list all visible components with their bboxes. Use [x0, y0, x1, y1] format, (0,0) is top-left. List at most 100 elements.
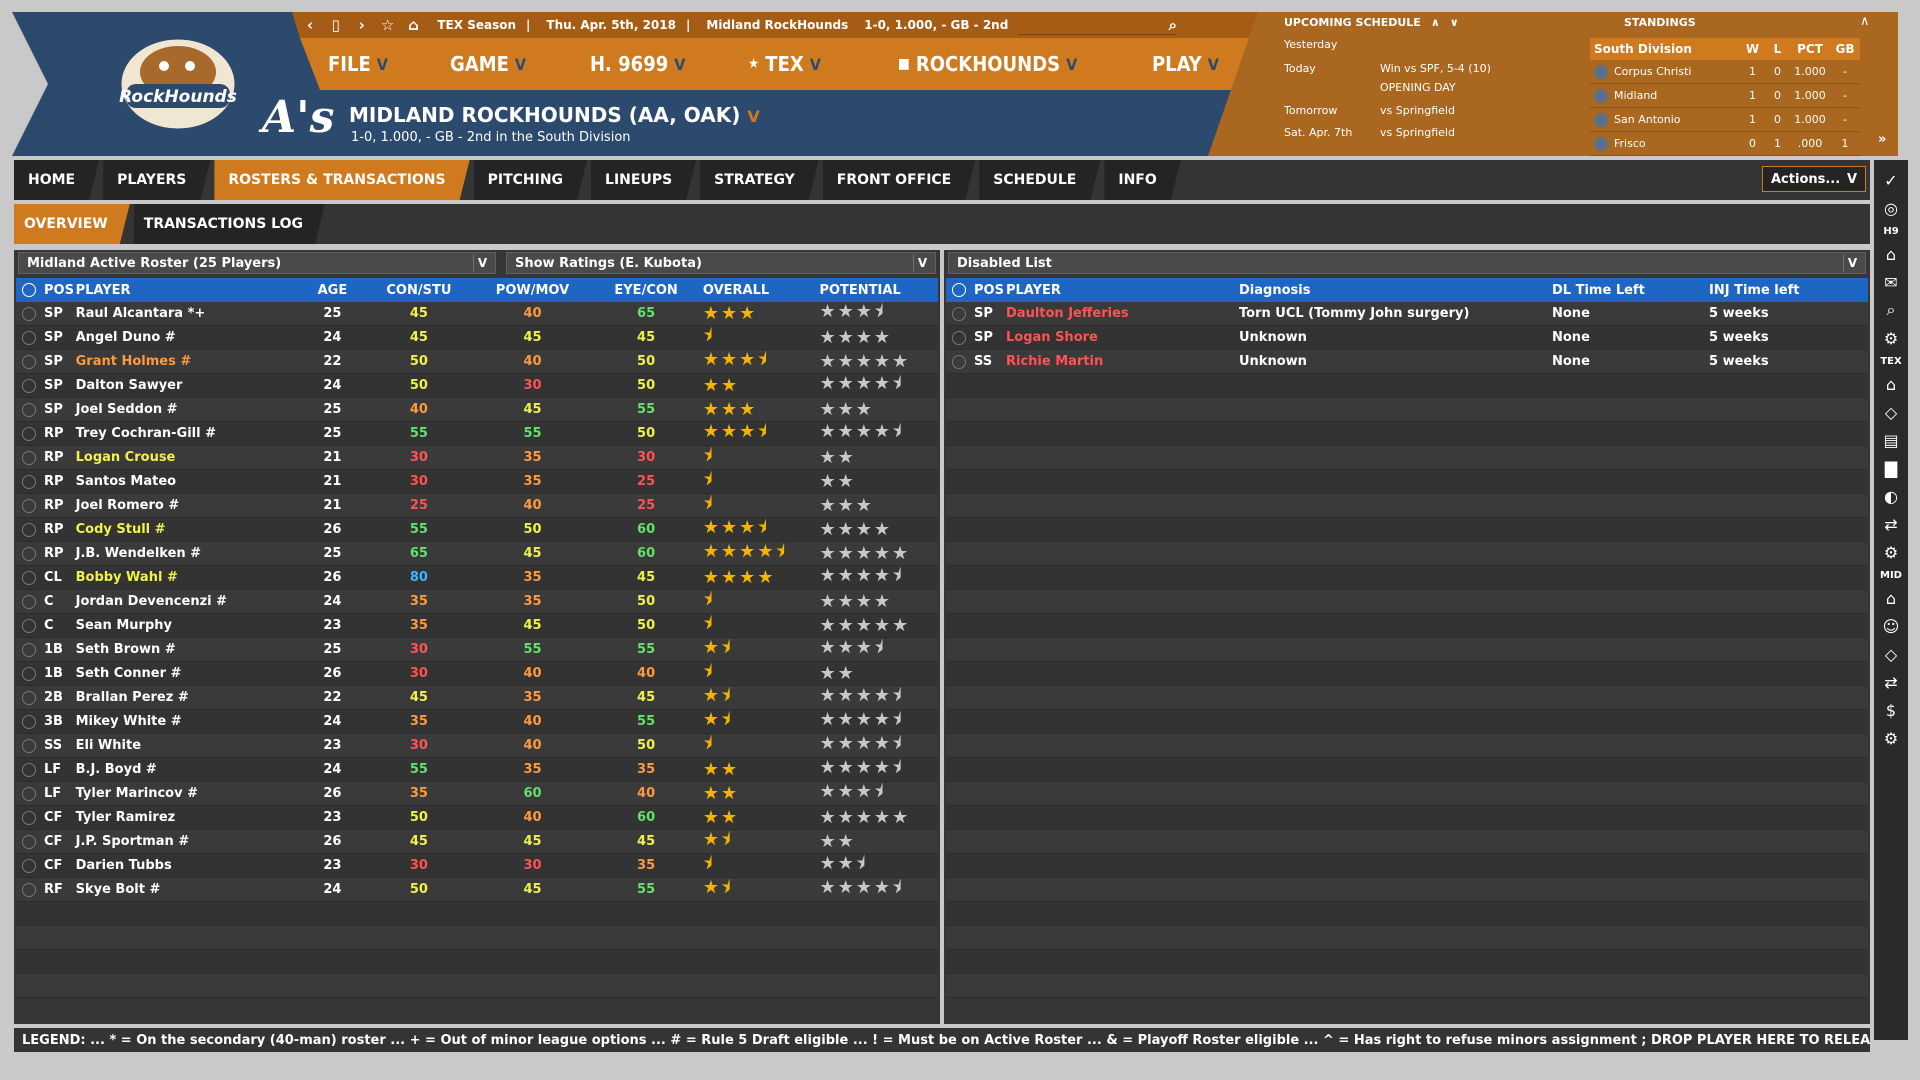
row-radio[interactable]: [22, 882, 36, 897]
player-menu[interactable]: H. 9699 V: [590, 52, 685, 76]
globe-icon[interactable]: ◎: [1884, 198, 1898, 218]
row-radio[interactable]: [22, 738, 36, 753]
col-diagnosis[interactable]: Diagnosis: [1239, 282, 1311, 298]
chevron-up-icon[interactable]: ∧: [1430, 16, 1440, 29]
chevron-down-icon[interactable]: ∨: [1449, 16, 1459, 29]
select-all-radio[interactable]: [22, 283, 36, 297]
player-name[interactable]: Darien Tubbs: [75, 858, 172, 873]
row-radio[interactable]: [952, 354, 966, 369]
table-row[interactable]: CF Tyler Ramirez 23 50 40 60 ★★ ★★★★★: [16, 806, 938, 830]
schedule-game[interactable]: vs Springfield: [1380, 126, 1455, 139]
row-radio[interactable]: [22, 618, 36, 633]
schedule-result[interactable]: Win vs SPF, 5-4 (10): [1380, 62, 1491, 75]
search-icon[interactable]: ⌕: [1168, 15, 1178, 34]
col-dl-time[interactable]: DL Time Left: [1552, 282, 1645, 298]
row-radio[interactable]: [952, 330, 966, 345]
player-name[interactable]: Tyler Marincov #: [75, 786, 198, 801]
row-radio[interactable]: [22, 594, 36, 609]
legend-bar[interactable]: LEGEND: ... * = On the secondary (40-man…: [14, 1028, 1870, 1052]
tab-info[interactable]: INFO: [1104, 160, 1180, 200]
table-row[interactable]: RP Joel Romero # 21 25 40 25 ⯨ ★★★: [16, 493, 938, 518]
table-row[interactable]: C Sean Murphy 23 35 45 50 ⯨ ★★★★★: [16, 613, 938, 638]
col-eye[interactable]: EYE/CON: [614, 282, 678, 298]
row-radio[interactable]: [22, 306, 36, 321]
col-pos[interactable]: POS: [44, 282, 74, 298]
standings-row[interactable]: Midland 1 0 1.000 -: [1590, 84, 1860, 108]
table-row[interactable]: RP Logan Crouse 21 30 35 30 ⯨ ★★: [16, 445, 938, 470]
table-row[interactable]: RP Santos Mateo 21 30 35 25 ⯨ ★★: [16, 469, 938, 494]
player-name[interactable]: Bobby Wahl #: [75, 570, 178, 585]
table-row[interactable]: 1B Seth Conner # 26 30 40 40 ⯨ ★★: [16, 661, 938, 686]
star-icon[interactable]: ☆: [380, 16, 395, 34]
row-radio[interactable]: [22, 786, 36, 801]
table-row[interactable]: SS Eli White 23 30 40 50 ⯨ ★★★★⯨: [16, 733, 938, 758]
select-all-radio[interactable]: [952, 283, 966, 297]
dollar-icon[interactable]: $: [1885, 700, 1897, 720]
row-radio[interactable]: [22, 714, 36, 729]
home-icon[interactable]: ⌂: [1885, 374, 1897, 394]
home-icon[interactable]: ⌂: [1885, 244, 1897, 264]
chevron-up-icon[interactable]: ∧: [1860, 14, 1870, 29]
play-menu[interactable]: PLAY V: [1152, 52, 1219, 76]
player-name[interactable]: Raul Alcantara *+: [75, 306, 206, 321]
mail-icon[interactable]: ✉: [1884, 272, 1898, 292]
home-icon[interactable]: ⌂: [1885, 588, 1897, 608]
standings-row[interactable]: Corpus Christi 1 0 1.000 -: [1590, 60, 1860, 84]
table-row[interactable]: CL Bobby Wahl # 26 80 35 45 ★★★★ ★★★★⯨: [16, 565, 938, 590]
row-radio[interactable]: [22, 546, 36, 561]
table-row[interactable]: 1B Seth Brown # 25 30 55 55 ★⯨ ★★★⯨: [16, 637, 938, 662]
player-name[interactable]: Angel Duno #: [75, 330, 176, 345]
row-radio[interactable]: [22, 762, 36, 777]
player-name[interactable]: Seth Brown #: [75, 642, 176, 657]
row-radio[interactable]: [22, 810, 36, 825]
player-name[interactable]: Cody Stull #: [75, 522, 166, 537]
col-potential[interactable]: POTENTIAL: [819, 282, 901, 298]
table-row[interactable]: SS Richie Martin Unknown None 5 weeks: [946, 350, 1868, 374]
col-con[interactable]: CON/STU: [386, 282, 452, 298]
gear-icon[interactable]: ⚙: [1883, 728, 1899, 748]
file-menu[interactable]: FILE V: [328, 52, 388, 76]
player-name[interactable]: Jordan Devencenzi #: [75, 594, 228, 609]
team-menu[interactable]: ■ ROCKHOUNDS V: [898, 52, 1077, 76]
table-row[interactable]: RP Cody Stull # 26 55 50 60 ★★★⯨ ★★★★: [16, 517, 938, 542]
card-icon[interactable]: ▤: [1883, 430, 1899, 450]
player-name[interactable]: Eli White: [75, 738, 142, 753]
col-player[interactable]: PLAYER: [1006, 282, 1061, 298]
game-menu[interactable]: GAME V: [450, 52, 526, 76]
search-icon[interactable]: ⌕: [1886, 300, 1896, 319]
tab-players[interactable]: PLAYERS: [103, 160, 210, 200]
table-row[interactable]: SP Joel Seddon # 25 40 45 55 ★★★ ★★★: [16, 398, 938, 422]
chart-icon[interactable]: ▇: [1884, 458, 1898, 478]
player-name[interactable]: Trey Cochran-Gill #: [75, 426, 217, 441]
row-radio[interactable]: [22, 498, 36, 513]
row-radio[interactable]: [22, 570, 36, 585]
dl-name[interactable]: Richie Martin: [1006, 354, 1104, 369]
table-row[interactable]: LF Tyler Marincov # 26 35 60 40 ★★ ★★★⯨: [16, 781, 938, 806]
col-inj-time[interactable]: INJ Time left: [1709, 282, 1800, 298]
table-row[interactable]: SP Raul Alcantara *+ 25 45 40 65 ★★★ ★★★⯨: [16, 301, 938, 326]
schedule-game[interactable]: vs Springfield: [1380, 104, 1455, 117]
table-row[interactable]: SP Grant Holmes # 22 50 40 50 ★★★⯨ ★★★★★: [16, 349, 938, 374]
player-name[interactable]: Sean Murphy: [75, 618, 172, 633]
row-radio[interactable]: [22, 642, 36, 657]
expand-icon[interactable]: »: [1878, 132, 1887, 147]
users-icon[interactable]: ☺: [1882, 616, 1900, 636]
row-radio[interactable]: [22, 690, 36, 705]
player-name[interactable]: Joel Romero #: [75, 498, 180, 513]
dl-name[interactable]: Daulton Jefferies: [1006, 306, 1129, 321]
player-name[interactable]: Mikey White #: [75, 714, 182, 729]
player-name[interactable]: Tyler Ramirez: [75, 810, 176, 825]
ratings-select[interactable]: Show Ratings (E. Kubota) V: [506, 252, 936, 274]
tab-rosters-transactions[interactable]: ROSTERS & TRANSACTIONS: [214, 160, 469, 200]
row-radio[interactable]: [22, 666, 36, 681]
table-row[interactable]: SP Angel Duno # 24 45 45 45 ⯨ ★★★★: [16, 325, 938, 350]
player-name[interactable]: Joel Seddon #: [75, 402, 178, 417]
row-radio[interactable]: [22, 522, 36, 537]
col-player[interactable]: PLAYER: [75, 282, 131, 298]
page-title[interactable]: MIDLAND ROCKHOUNDS (AA, OAK) V: [349, 103, 760, 127]
col-pow[interactable]: POW/MOV: [495, 282, 570, 298]
page-icon[interactable]: ▯: [331, 16, 340, 34]
player-name[interactable]: Skye Bolt #: [75, 882, 161, 897]
table-row[interactable]: RF Skye Bolt # 24 50 45 55 ★⯨ ★★★★⯨: [16, 877, 938, 902]
row-radio[interactable]: [952, 306, 966, 321]
